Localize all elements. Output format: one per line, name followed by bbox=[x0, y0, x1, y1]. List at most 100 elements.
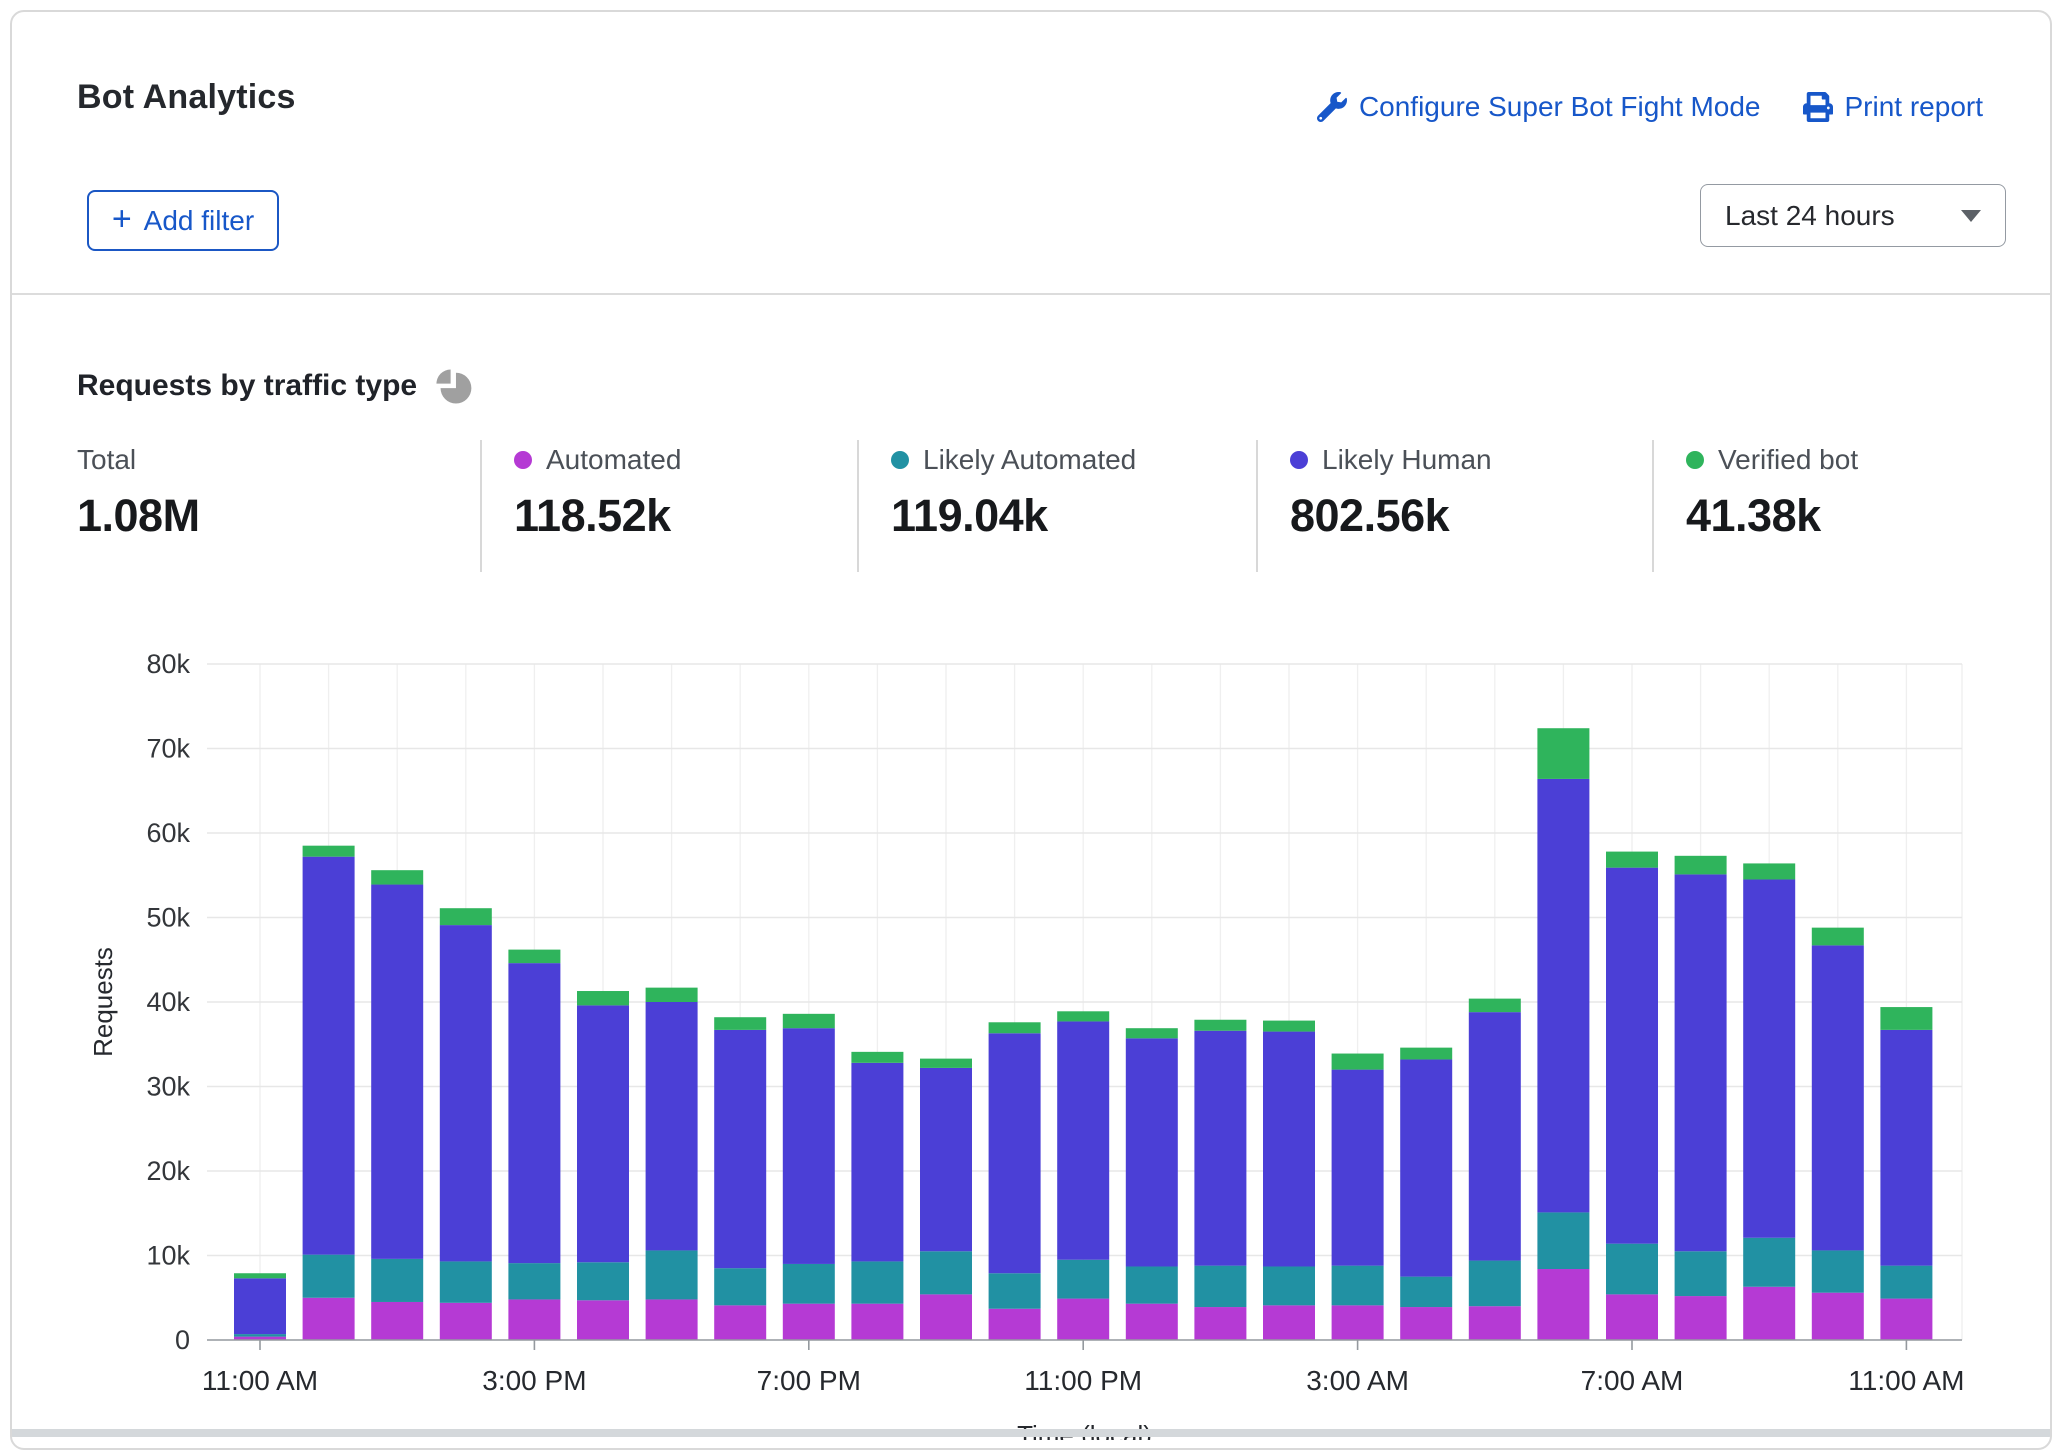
add-filter-button[interactable]: + Add filter bbox=[87, 190, 279, 251]
bar-segment-verified-bot[interactable] bbox=[508, 949, 561, 964]
bar-segment-likely-human[interactable] bbox=[714, 1029, 767, 1269]
bar-segment-likely-automated[interactable] bbox=[302, 1254, 355, 1298]
bar-segment-likely-human[interactable] bbox=[1468, 1012, 1521, 1261]
bar-segment-likely-human[interactable] bbox=[1537, 778, 1590, 1213]
bar-segment-likely-automated[interactable] bbox=[1468, 1260, 1521, 1307]
bar-segment-likely-human[interactable] bbox=[508, 963, 561, 1264]
bar-segment-automated[interactable] bbox=[1194, 1307, 1247, 1340]
bar-segment-likely-human[interactable] bbox=[371, 884, 424, 1259]
bar-segment-likely-human[interactable] bbox=[234, 1278, 286, 1335]
bar-segment-likely-automated[interactable] bbox=[1194, 1265, 1247, 1308]
bar-segment-likely-automated[interactable] bbox=[1537, 1212, 1590, 1270]
bar-segment-automated[interactable] bbox=[1606, 1294, 1658, 1340]
bar-segment-likely-human[interactable] bbox=[1743, 879, 1796, 1238]
bar-segment-likely-human[interactable] bbox=[920, 1067, 972, 1252]
bar-segment-automated[interactable] bbox=[645, 1299, 698, 1340]
bar-segment-automated[interactable] bbox=[234, 1336, 286, 1340]
bar-segment-verified-bot[interactable] bbox=[782, 1013, 835, 1029]
bar-segment-automated[interactable] bbox=[1537, 1269, 1590, 1340]
bar-segment-verified-bot[interactable] bbox=[577, 991, 629, 1006]
bar-segment-automated[interactable] bbox=[1125, 1303, 1178, 1340]
bar-segment-likely-human[interactable] bbox=[1811, 945, 1864, 1251]
bar-segment-verified-bot[interactable] bbox=[1331, 1053, 1384, 1070]
time-range-dropdown[interactable]: Last 24 hours bbox=[1700, 184, 2006, 247]
bar-segment-automated[interactable] bbox=[1263, 1305, 1315, 1340]
requests-by-traffic-type-chart[interactable]: 0 10k 20k 30k 40k 50k 60k 70k 80k 11:00 AM 3:00 PM… bbox=[72, 640, 2022, 1440]
bar-segment-automated[interactable] bbox=[1468, 1306, 1521, 1340]
bar-segment-likely-automated[interactable] bbox=[1606, 1243, 1658, 1295]
bar-segment-likely-automated[interactable] bbox=[234, 1334, 286, 1337]
bar-segment-likely-automated[interactable] bbox=[1880, 1265, 1933, 1299]
bar-segment-verified-bot[interactable] bbox=[302, 845, 355, 857]
bar-segment-automated[interactable] bbox=[302, 1297, 355, 1340]
bar-segment-likely-human[interactable] bbox=[1880, 1029, 1933, 1266]
bar-segment-verified-bot[interactable] bbox=[988, 1022, 1041, 1034]
bar-segment-likely-automated[interactable] bbox=[1331, 1265, 1384, 1306]
bar-segment-automated[interactable] bbox=[1674, 1296, 1727, 1340]
bar-segment-automated[interactable] bbox=[508, 1299, 561, 1340]
configure-super-bot-fight-mode-link[interactable]: Configure Super Bot Fight Mode bbox=[1316, 91, 1761, 123]
bar-segment-automated[interactable] bbox=[782, 1303, 835, 1340]
bar-segment-automated[interactable] bbox=[1743, 1286, 1796, 1340]
bar-segment-verified-bot[interactable] bbox=[234, 1273, 286, 1279]
bar-segment-automated[interactable] bbox=[988, 1308, 1041, 1340]
bar-segment-likely-human[interactable] bbox=[1263, 1031, 1315, 1267]
bar-segment-verified-bot[interactable] bbox=[371, 870, 424, 885]
bar-segment-likely-human[interactable] bbox=[577, 1005, 629, 1263]
bar-segment-likely-automated[interactable] bbox=[1674, 1251, 1727, 1297]
bar-segment-automated[interactable] bbox=[1400, 1307, 1453, 1340]
bar-segment-likely-human[interactable] bbox=[1674, 874, 1727, 1252]
print-report-link[interactable]: Print report bbox=[1802, 91, 1983, 123]
bar-segment-likely-human[interactable] bbox=[782, 1028, 835, 1264]
bar-segment-likely-human[interactable] bbox=[1125, 1038, 1178, 1267]
bar-segment-likely-human[interactable] bbox=[1057, 1021, 1110, 1260]
bar-segment-likely-automated[interactable] bbox=[645, 1250, 698, 1300]
bar-segment-likely-automated[interactable] bbox=[920, 1251, 972, 1295]
bar-segment-verified-bot[interactable] bbox=[439, 908, 492, 926]
bar-segment-verified-bot[interactable] bbox=[1194, 1019, 1247, 1031]
bar-segment-verified-bot[interactable] bbox=[851, 1051, 904, 1063]
bar-segment-likely-automated[interactable] bbox=[782, 1263, 835, 1304]
bar-segment-likely-automated[interactable] bbox=[1811, 1250, 1864, 1293]
bar-segment-automated[interactable] bbox=[371, 1301, 424, 1340]
bar-segment-verified-bot[interactable] bbox=[920, 1058, 972, 1068]
bar-segment-verified-bot[interactable] bbox=[1263, 1020, 1315, 1032]
bar-segment-automated[interactable] bbox=[920, 1294, 972, 1340]
bar-segment-likely-automated[interactable] bbox=[851, 1261, 904, 1304]
bar-segment-automated[interactable] bbox=[577, 1300, 629, 1340]
bar-segment-likely-automated[interactable] bbox=[714, 1268, 767, 1306]
bar-segment-verified-bot[interactable] bbox=[1674, 855, 1727, 875]
bar-segment-likely-human[interactable] bbox=[1194, 1030, 1247, 1266]
bar-segment-likely-human[interactable] bbox=[1400, 1059, 1453, 1277]
bar-segment-likely-automated[interactable] bbox=[508, 1263, 561, 1300]
bar-segment-likely-human[interactable] bbox=[988, 1033, 1041, 1274]
bar-segment-automated[interactable] bbox=[1057, 1298, 1110, 1340]
bar-segment-likely-automated[interactable] bbox=[1125, 1266, 1178, 1304]
bar-segment-automated[interactable] bbox=[1811, 1292, 1864, 1340]
bar-segment-likely-human[interactable] bbox=[645, 1002, 698, 1251]
bar-segment-automated[interactable] bbox=[851, 1303, 904, 1340]
bar-segment-verified-bot[interactable] bbox=[714, 1017, 767, 1030]
bar-segment-verified-bot[interactable] bbox=[1057, 1011, 1110, 1022]
bar-segment-likely-human[interactable] bbox=[439, 925, 492, 1262]
bar-segment-verified-bot[interactable] bbox=[1468, 998, 1521, 1013]
bar-segment-verified-bot[interactable] bbox=[1880, 1007, 1933, 1030]
bar-segment-automated[interactable] bbox=[439, 1302, 492, 1340]
bar-segment-likely-automated[interactable] bbox=[371, 1258, 424, 1302]
bar-segment-verified-bot[interactable] bbox=[1743, 863, 1796, 880]
bar-segment-likely-automated[interactable] bbox=[988, 1273, 1041, 1309]
bar-segment-verified-bot[interactable] bbox=[1606, 851, 1658, 868]
bar-segment-likely-automated[interactable] bbox=[439, 1261, 492, 1303]
bar-segment-automated[interactable] bbox=[714, 1305, 767, 1340]
bar-segment-likely-automated[interactable] bbox=[1743, 1237, 1796, 1287]
bar-segment-verified-bot[interactable] bbox=[1537, 728, 1590, 779]
bar-segment-automated[interactable] bbox=[1880, 1298, 1933, 1340]
bar-segment-automated[interactable] bbox=[1331, 1305, 1384, 1340]
bar-segment-likely-human[interactable] bbox=[1331, 1069, 1384, 1266]
bar-segment-verified-bot[interactable] bbox=[1400, 1047, 1453, 1060]
bar-segment-likely-human[interactable] bbox=[1606, 867, 1658, 1244]
bar-segment-verified-bot[interactable] bbox=[1125, 1028, 1178, 1039]
bar-segment-likely-human[interactable] bbox=[302, 856, 355, 1255]
bar-segment-verified-bot[interactable] bbox=[645, 987, 698, 1002]
bar-segment-likely-automated[interactable] bbox=[1263, 1266, 1315, 1306]
